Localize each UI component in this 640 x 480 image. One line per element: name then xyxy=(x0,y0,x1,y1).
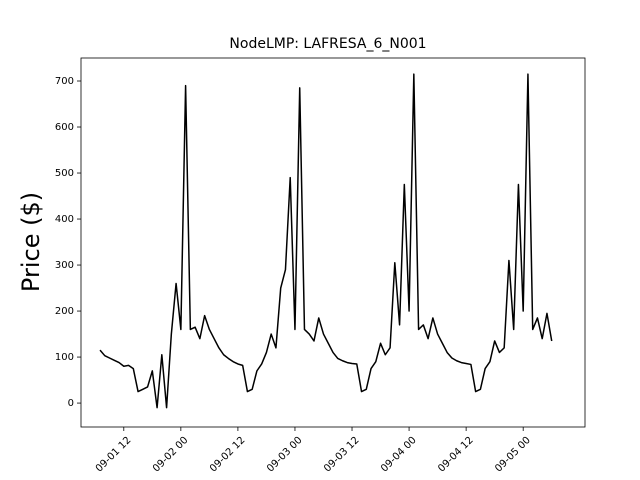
y-tick-label: 600 xyxy=(55,122,74,133)
y-axis-label: Price ($) xyxy=(17,192,45,292)
y-tick-label: 100 xyxy=(55,352,74,363)
y-tick-label: 0 xyxy=(68,398,74,409)
x-tick-label: 09-01 12 xyxy=(94,435,134,475)
x-tick-label: 09-02 00 xyxy=(151,435,191,475)
x-tick-label: 09-04 00 xyxy=(379,435,419,475)
plot-frame xyxy=(80,57,586,428)
series-line xyxy=(99,73,553,409)
x-tick-label: 09-04 12 xyxy=(436,435,476,475)
y-tick-label: 700 xyxy=(55,76,74,87)
y-tick-label: 500 xyxy=(55,168,74,179)
x-tick-label: 09-05 00 xyxy=(493,435,533,475)
chart-title: NodeLMP: LAFRESA_6_N001 xyxy=(229,36,426,52)
x-tick-label: 09-03 12 xyxy=(322,435,362,475)
y-tick-label: 200 xyxy=(55,306,74,317)
x-tick-label: 09-03 00 xyxy=(265,435,305,475)
y-tick-label: 300 xyxy=(55,260,74,271)
y-tick-label: 400 xyxy=(55,214,74,225)
x-tick-label: 09-02 12 xyxy=(208,435,248,475)
